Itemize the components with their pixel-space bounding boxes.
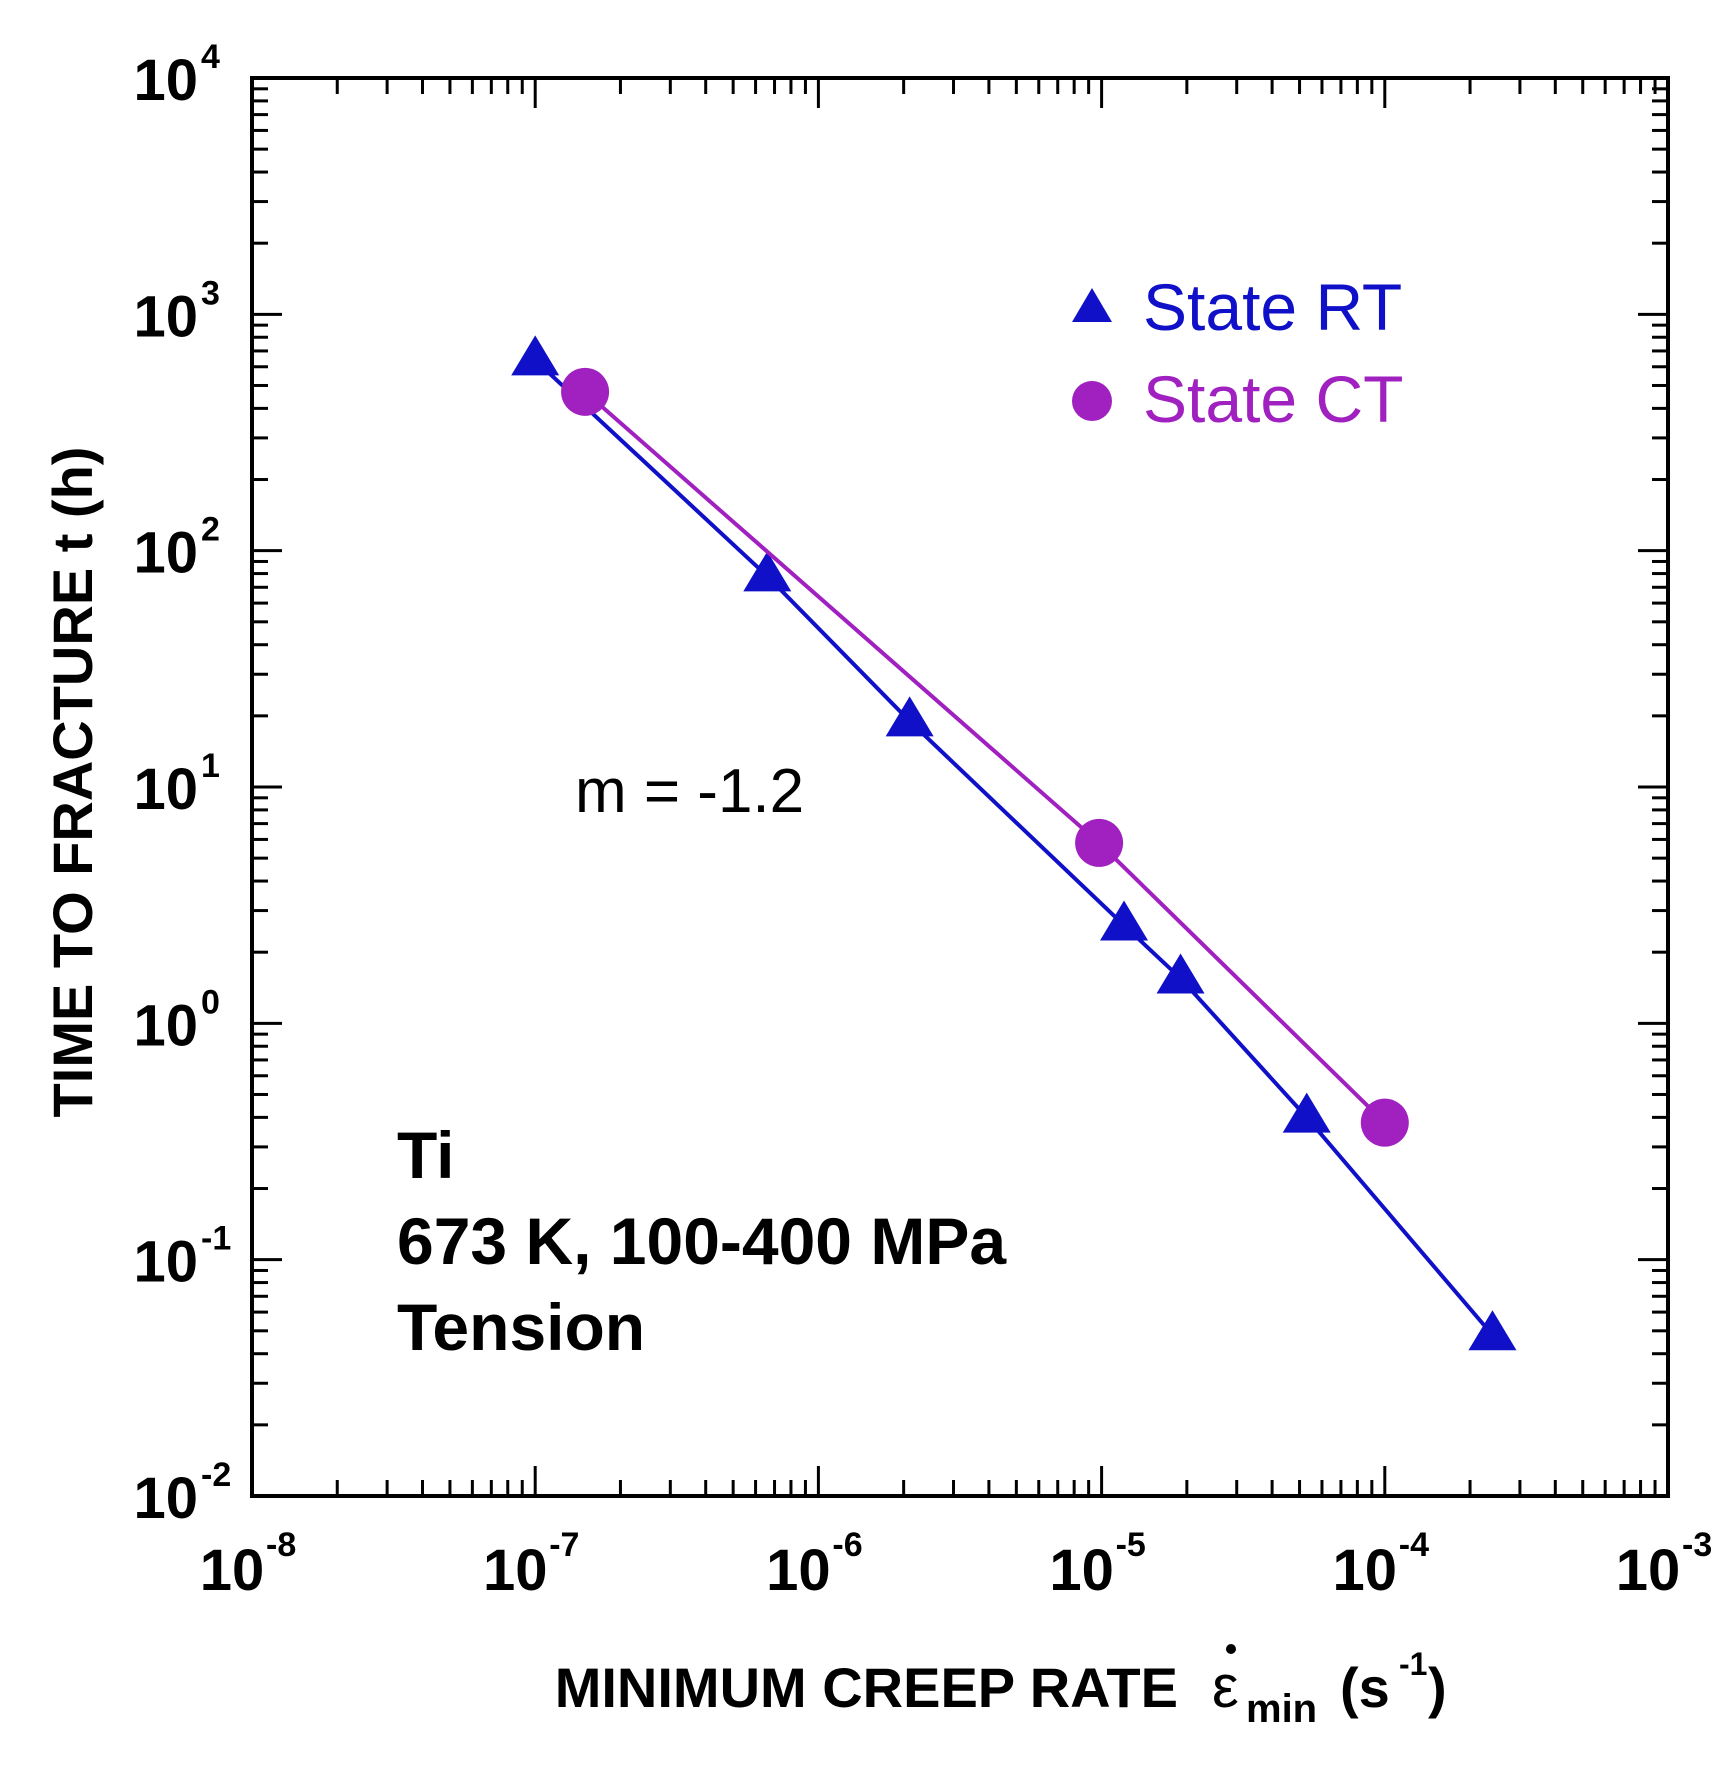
legend-marker-circle xyxy=(1072,381,1112,421)
data-point-rt xyxy=(1156,953,1205,994)
x-tick-label: 10 -6 xyxy=(766,1526,862,1603)
x-axis-title: MINIMUM CREEP RATE xyxy=(555,1656,1178,1719)
x-tick-exponent: -3 xyxy=(1682,1526,1712,1564)
x-tick-base: 10 xyxy=(200,1538,265,1603)
x-tick-exponent: -8 xyxy=(266,1526,296,1564)
y-tick-label: 10 -1 xyxy=(133,1220,231,1295)
x-axis-symbol: ε xyxy=(1212,1653,1239,1720)
legend-label-rt: State RT xyxy=(1143,270,1402,344)
data-point-ct xyxy=(561,367,610,416)
y-tick-exponent: 0 xyxy=(201,983,220,1021)
data-point-rt xyxy=(885,696,934,737)
y-tick-base: 10 xyxy=(133,757,198,822)
x-tick-exponent: -7 xyxy=(549,1526,579,1564)
legend-label-ct: State CT xyxy=(1143,362,1403,436)
series-layer xyxy=(511,335,1517,1351)
data-point-rt xyxy=(511,335,560,376)
y-tick-base: 10 xyxy=(133,521,198,586)
data-point-rt xyxy=(1468,1310,1517,1351)
x-tick-exponent: -5 xyxy=(1116,1526,1146,1564)
y-tick-exponent: -1 xyxy=(201,1220,231,1258)
data-point-rt xyxy=(743,551,792,592)
y-tick-base: 10 xyxy=(133,1466,198,1531)
x-tick-label: 10 -3 xyxy=(1616,1526,1712,1603)
legend: State RT State CT xyxy=(1072,270,1403,436)
legend-marker-triangle xyxy=(1072,288,1112,322)
y-tick-label: 10 0 xyxy=(133,983,219,1058)
y-axis-title: TIME TO FRACTURE t (h) xyxy=(41,447,104,1118)
y-tick-label: 10 -2 xyxy=(133,1456,231,1531)
x-tick-label: 10 -4 xyxy=(1333,1526,1430,1603)
x-tick-label: 10 -8 xyxy=(200,1526,296,1603)
plot-frame xyxy=(250,76,1670,1498)
data-point-ct xyxy=(1075,818,1124,867)
y-tick-exponent: 3 xyxy=(201,274,220,312)
x-tick-exponent: -6 xyxy=(832,1526,862,1564)
y-tick-base: 10 xyxy=(133,284,198,349)
x-tick-base: 10 xyxy=(1333,1538,1398,1603)
y-tick-exponent: 4 xyxy=(201,38,220,76)
x-tick-label: 10 -5 xyxy=(1049,1526,1145,1603)
data-point-rt xyxy=(1282,1092,1331,1133)
x-tick-exponent: -4 xyxy=(1399,1526,1429,1564)
y-tick-base: 10 xyxy=(133,48,198,113)
y-tick-exponent: 2 xyxy=(201,511,220,549)
x-tick-base: 10 xyxy=(483,1538,548,1603)
y-tick-exponent: 1 xyxy=(201,747,220,785)
axis-ticks xyxy=(250,78,1668,1498)
material-label: Ti xyxy=(397,1118,454,1192)
x-axis-units-exp: -1 xyxy=(1399,1646,1427,1682)
conditions-label: 673 K, 100-400 MPa xyxy=(397,1204,1007,1278)
y-tick-label: 10 2 xyxy=(133,511,219,586)
y-tick-label: 10 1 xyxy=(133,747,219,822)
x-tick-base: 10 xyxy=(1049,1538,1114,1603)
y-tick-exponent: -2 xyxy=(201,1456,231,1494)
y-tick-label: 10 3 xyxy=(133,274,219,349)
x-axis-symbol-dot xyxy=(1226,1644,1236,1654)
y-tick-label: 10 4 xyxy=(133,38,220,113)
slope-annotation: m = -1.2 xyxy=(575,757,804,826)
y-tick-base: 10 xyxy=(133,993,198,1058)
x-axis-units: (s xyxy=(1340,1656,1390,1719)
mode-label: Tension xyxy=(397,1290,645,1364)
x-tick-base: 10 xyxy=(1616,1538,1681,1603)
x-axis-units-close: ) xyxy=(1428,1656,1447,1719)
x-tick-base: 10 xyxy=(766,1538,831,1603)
x-tick-label: 10 -7 xyxy=(483,1526,579,1603)
y-tick-base: 10 xyxy=(133,1230,198,1295)
data-point-rt xyxy=(1100,900,1149,941)
x-axis-subscript: min xyxy=(1246,1687,1317,1731)
data-point-ct xyxy=(1360,1098,1409,1147)
